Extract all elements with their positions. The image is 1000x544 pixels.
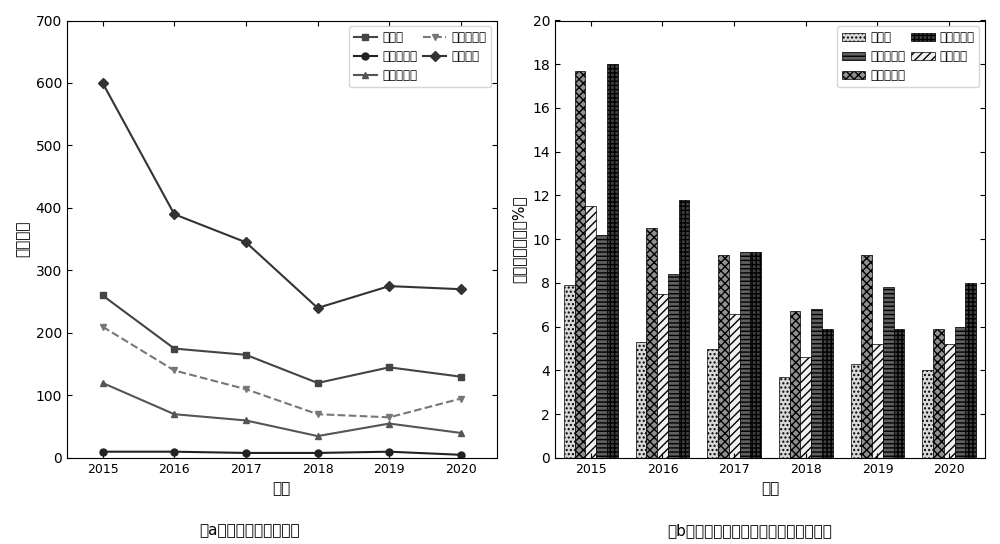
Bar — [800, 357, 811, 458]
Text: （a）各类异常站点数量: （a）各类异常站点数量 — [200, 523, 300, 539]
Bar — [955, 327, 965, 458]
Bar — [933, 329, 944, 458]
Bar — [872, 344, 883, 458]
Bar — [883, 287, 894, 458]
Legend: 雨量站, 河道水文站, 河道水位站, 水库水文站, 全部站点: 雨量站, 河道水文站, 河道水位站, 水库水文站, 全部站点 — [349, 27, 491, 86]
Bar — [790, 311, 800, 458]
Bar — [944, 344, 955, 458]
Bar — [679, 200, 689, 458]
Bar — [811, 309, 822, 458]
Bar — [585, 206, 596, 458]
Y-axis label: 站点个数: 站点个数 — [15, 221, 30, 257]
Bar — [779, 377, 790, 458]
Bar — [894, 329, 904, 458]
Bar — [596, 235, 607, 458]
Bar — [564, 285, 575, 458]
X-axis label: 年份: 年份 — [761, 481, 779, 496]
Bar — [575, 71, 585, 458]
Bar — [729, 313, 740, 458]
Bar — [718, 255, 729, 458]
Bar — [657, 294, 668, 458]
Bar — [668, 274, 679, 458]
Bar — [851, 364, 861, 458]
Bar — [707, 349, 718, 458]
Bar — [636, 342, 646, 458]
Legend: 雨量站, 河道水文站, 河道水位站, 水库水文站, 全部站点: 雨量站, 河道水文站, 河道水位站, 水库水文站, 全部站点 — [837, 27, 979, 86]
Bar — [750, 252, 761, 458]
Bar — [607, 64, 618, 458]
Bar — [646, 228, 657, 458]
Y-axis label: 异常站点占比（%）: 异常站点占比（%） — [512, 195, 527, 283]
Bar — [922, 370, 933, 458]
Bar — [965, 283, 976, 458]
Bar — [822, 329, 833, 458]
X-axis label: 年份: 年份 — [273, 481, 291, 496]
Bar — [861, 255, 872, 458]
Bar — [740, 252, 750, 458]
Text: （b）各类异常站点在相应类型站点占比: （b）各类异常站点在相应类型站点占比 — [668, 523, 832, 539]
